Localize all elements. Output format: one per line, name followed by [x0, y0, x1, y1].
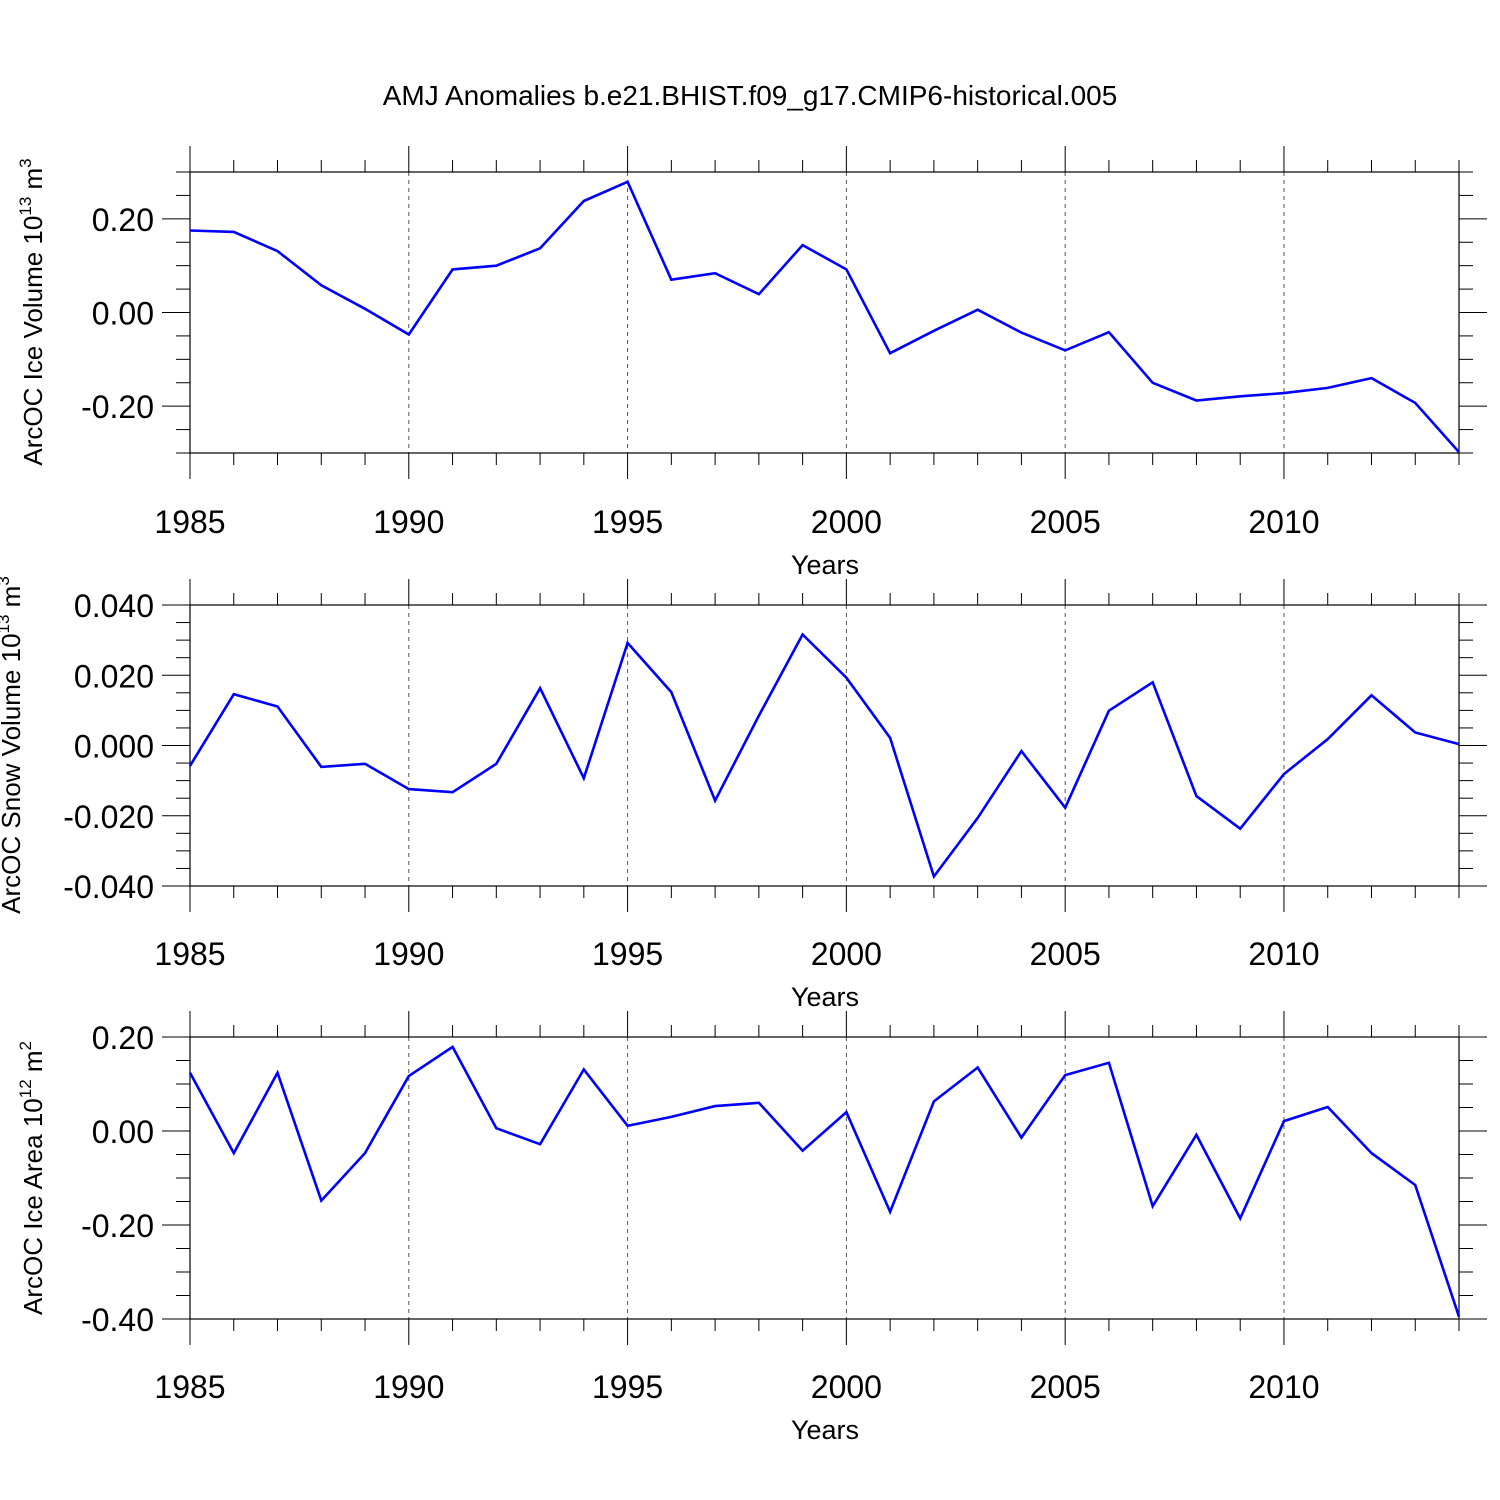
y-axis-label-text: ArcOC Snow Volume 10 [0, 633, 26, 913]
x-tick-label: 1985 [154, 936, 225, 972]
y-axis-label-text: ArcOC Ice Area 10 [18, 1098, 48, 1315]
x-tick-label: 1985 [154, 1369, 225, 1405]
y-tick-label: -0.20 [81, 1208, 154, 1244]
y-axis-label-superscript: 3 [0, 576, 13, 585]
series-line [188, 1045, 1461, 1318]
series-line [189, 180, 1460, 453]
x-tick-label: 1985 [154, 504, 225, 540]
x-tick-label: 2005 [1030, 504, 1101, 540]
x-tick-label: 1995 [592, 936, 663, 972]
y-tick-label: -0.40 [81, 1302, 154, 1338]
y-axis-label-text: ArcOC Ice Volume 10 [18, 216, 48, 466]
y-tick-label: 0.20 [92, 1020, 154, 1056]
x-tick-label: 2010 [1248, 936, 1319, 972]
x-tick-label: 2000 [811, 1369, 882, 1405]
y-axis-label-superscript: 13 [16, 197, 35, 216]
x-tick-label: 1990 [373, 504, 444, 540]
y-axis-label: ArcOC Ice Volume 1013 m3 [16, 158, 48, 465]
y-tick-label: -0.020 [63, 799, 154, 835]
y-axis-label-superscript: 13 [0, 615, 13, 634]
y-tick-label: 0.20 [92, 202, 154, 238]
x-tick-label: 2010 [1248, 504, 1319, 540]
x-tick-label: 2000 [811, 504, 882, 540]
x-tick-label: 1995 [592, 1369, 663, 1405]
y-axis-label-text: m [0, 586, 26, 615]
chart-title: AMJ Anomalies b.e21.BHIST.f09_g17.CMIP6-… [383, 80, 1118, 111]
panel-snow-volume: -0.040 -0.020 0.000 0.020 0.040 1985 1990 1995 2… [0, 576, 1487, 1012]
x-tick-label: 2005 [1030, 936, 1101, 972]
y-axis-label: ArcOC Snow Volume 1013 m3 [0, 576, 26, 914]
x-tick-label: 1995 [592, 504, 663, 540]
x-axis-label: Years [791, 1415, 859, 1445]
y-axis-label-text: m [18, 168, 48, 197]
y-tick-label: 0.00 [92, 296, 154, 332]
x-axis-label: Years [791, 982, 859, 1012]
x-tick-label: 1990 [373, 1369, 444, 1405]
y-axis-label-superscript: 3 [16, 158, 35, 167]
x-tick-label: 1990 [373, 936, 444, 972]
x-tick-label: 2005 [1030, 1369, 1101, 1405]
y-tick-label: 0.00 [92, 1114, 154, 1150]
y-tick-label: -0.20 [81, 389, 154, 425]
y-tick-label: 0.020 [74, 658, 154, 694]
x-tick-label: 2000 [811, 936, 882, 972]
x-axis-label: Years [791, 550, 859, 580]
plot-frame [189, 604, 1460, 887]
panel-ice-area: -0.40 -0.20 0.00 0.20 1985 1990 1995 2000 2005 20… [16, 1011, 1487, 1445]
y-tick-label: 0.040 [74, 588, 154, 624]
panel-ice-volume: -0.20 0.00 0.20 1985 1990 1995 2000 2005 2010 Yea… [16, 146, 1487, 580]
x-tick-label: 2010 [1248, 1369, 1319, 1405]
plot-frame [189, 171, 1460, 454]
y-axis-label-superscript: 2 [16, 1041, 35, 1050]
y-tick-label: -0.040 [63, 869, 154, 905]
y-tick-label: 0.000 [74, 729, 154, 765]
y-axis-label: ArcOC Ice Area 1012 m2 [16, 1041, 48, 1315]
y-axis-label-superscript: 12 [16, 1079, 35, 1098]
y-axis-label-text: m [18, 1050, 48, 1079]
series-line [188, 632, 1460, 880]
plot-frame [189, 1036, 1460, 1320]
